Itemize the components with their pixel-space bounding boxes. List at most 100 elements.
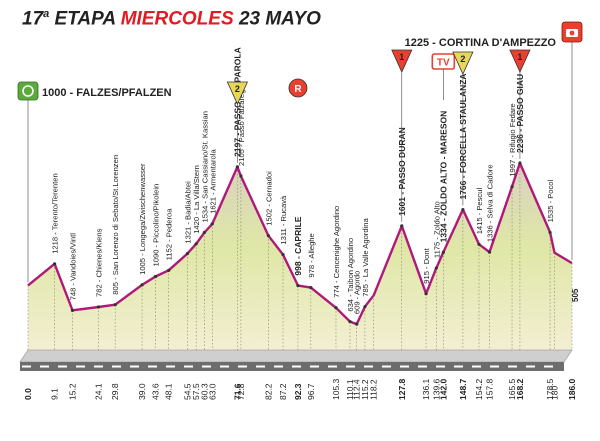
km-tick-label: 142.0 (438, 378, 448, 400)
profile-area (28, 163, 572, 350)
km-tick-label: 127.8 (397, 378, 407, 400)
point-label: 782 - Chienes/Kiens (94, 228, 103, 297)
sprint-icon (288, 78, 308, 98)
stage-weekday: MIERCOLES (120, 8, 234, 30)
point-dot (400, 224, 404, 228)
point-label: 1997 - Rifugio Fedare (508, 103, 517, 176)
km-tick-label: 9.1 (50, 388, 60, 400)
point-dot (548, 230, 552, 235)
km-tick-label: 39.0 (137, 383, 147, 400)
point-dot (424, 292, 428, 296)
profile-base-shade (19, 349, 573, 363)
km-tick-label: 63.0 (207, 383, 217, 400)
point-label: 978 - Alleghe (307, 233, 316, 277)
point-dot (185, 252, 189, 256)
point-label: 1502 - Cernadoi (264, 171, 273, 226)
km-tick-label: 168.2 (515, 378, 525, 400)
point-label: 998 - CAPRILE (293, 216, 303, 275)
camera-lens (569, 30, 575, 36)
sprint-label: R (294, 84, 302, 95)
km-tick-label: 110.1 (345, 379, 355, 400)
point-dot (140, 283, 144, 287)
km-tick-label: 82.2 (263, 383, 273, 400)
point-label: 1005 - Longega/Zwischenwasser (138, 163, 147, 275)
km-tick-label: 139.6 (431, 378, 441, 400)
gpm-cat2-marker: 2 (226, 81, 249, 163)
km-tick-label: 0.0 (23, 388, 33, 400)
point-label: 609 - Agordo (353, 271, 362, 315)
km-tick-label: 71.6 (232, 383, 242, 400)
km-tick-label: 118.2 (369, 379, 379, 400)
point-dot (210, 222, 214, 226)
km-tick-label: 29.8 (110, 383, 120, 400)
km-tick-label: 57.5 (191, 383, 201, 400)
start-marker: 1000 - FALZES/PFALZEN (17, 81, 172, 283)
point-label: 1175 - Zoldo Alto (432, 201, 441, 258)
point-dot (441, 250, 445, 254)
km-tick-label: 96.7 (306, 383, 316, 400)
tv-label: TV (437, 58, 450, 69)
km-tick-label: 87.2 (278, 383, 288, 400)
point-dot (348, 320, 352, 324)
point-label: 1621 - Armentarola (208, 149, 217, 214)
km-tick-label: 136.1 (421, 378, 431, 400)
point-label: 1321 - Badia/Abtei (183, 181, 192, 244)
point-label: 748 - Vandoies/Vintl (68, 233, 77, 301)
gpm-cat1-marker: 1 (509, 49, 531, 159)
point-label: 1152 - Pederoa (165, 208, 174, 261)
gpm-flag-icon (509, 49, 531, 73)
km-tick-label: 157.8 (485, 378, 495, 400)
point-label: 634 - Taibon Agordino (346, 238, 355, 312)
point-label: 2105 - Passo Falzarego (237, 85, 246, 166)
km-tick-label: 154.2 (474, 378, 484, 400)
point-dot (53, 262, 57, 266)
point-label: 1090 - Piccolino/Pikolein (152, 184, 161, 267)
point-label: 1420 - La Villa/Stern (192, 165, 201, 234)
point-dot (487, 250, 492, 254)
point-label: 1535 - Pocol (546, 179, 555, 222)
km-tick-label: 105.3 (331, 378, 341, 400)
point-dot (202, 230, 206, 235)
point-dot (518, 161, 522, 165)
km-tick-label: 54.5 (182, 383, 192, 400)
point-label: 785 - La Valle Agordina (361, 218, 370, 297)
sprint-marker: R (288, 78, 308, 98)
finish-marker: 1225 - CORTINA D'AMPEZZO (405, 21, 583, 261)
point-dot (266, 234, 271, 238)
gpm-flag-icon (452, 51, 474, 75)
point-dot (281, 252, 285, 257)
tv-marker: TV (431, 53, 456, 100)
point-dot (461, 207, 465, 212)
gpm-cat2-marker: 2 (452, 51, 474, 206)
gpm-category: 2 (460, 54, 465, 64)
km-tick-label: 186.0 (567, 378, 577, 400)
point-label: 1336 - Selva di Cadore (486, 164, 495, 242)
gpm-flag-icon (226, 81, 249, 105)
point-dot (194, 242, 198, 246)
km-tick-label: 72.8 (236, 383, 246, 400)
gpm-category: 1 (399, 52, 404, 62)
km-tick-label: 148.7 (458, 378, 468, 400)
stage-suffix: a (43, 8, 50, 20)
start-label: 1000 - FALZES/PFALZEN (42, 87, 172, 99)
point-label: 774 - Cencenighe Agordino (332, 206, 341, 298)
point-label: 1415 - Pescul (475, 188, 484, 235)
km-tick-label: 60.3 (199, 383, 209, 400)
finish-label: 1225 - CORTINA D'AMPEZZO (405, 37, 557, 49)
point-dot (363, 305, 367, 309)
page-title: 17a ETAPA MIERCOLES 23 MAYO (22, 8, 321, 30)
gpm-flag-icon (391, 49, 413, 73)
point-dot (334, 306, 338, 310)
point-dot (167, 268, 171, 272)
point-label: 1311 - Rucavà (279, 195, 288, 245)
point-dot (510, 185, 514, 189)
start-icon (17, 81, 39, 101)
gpm-category: 1 (517, 52, 522, 62)
gpm-category: 2 (235, 84, 240, 94)
point-label: 1534 - San Cassiano/St. Kassian (200, 111, 209, 222)
point-dot (239, 174, 243, 178)
point-label: 1334 - ZOLDO ALTO - MARESON (438, 111, 448, 243)
stage-number: 17 (22, 8, 44, 30)
point-dot (309, 285, 313, 290)
